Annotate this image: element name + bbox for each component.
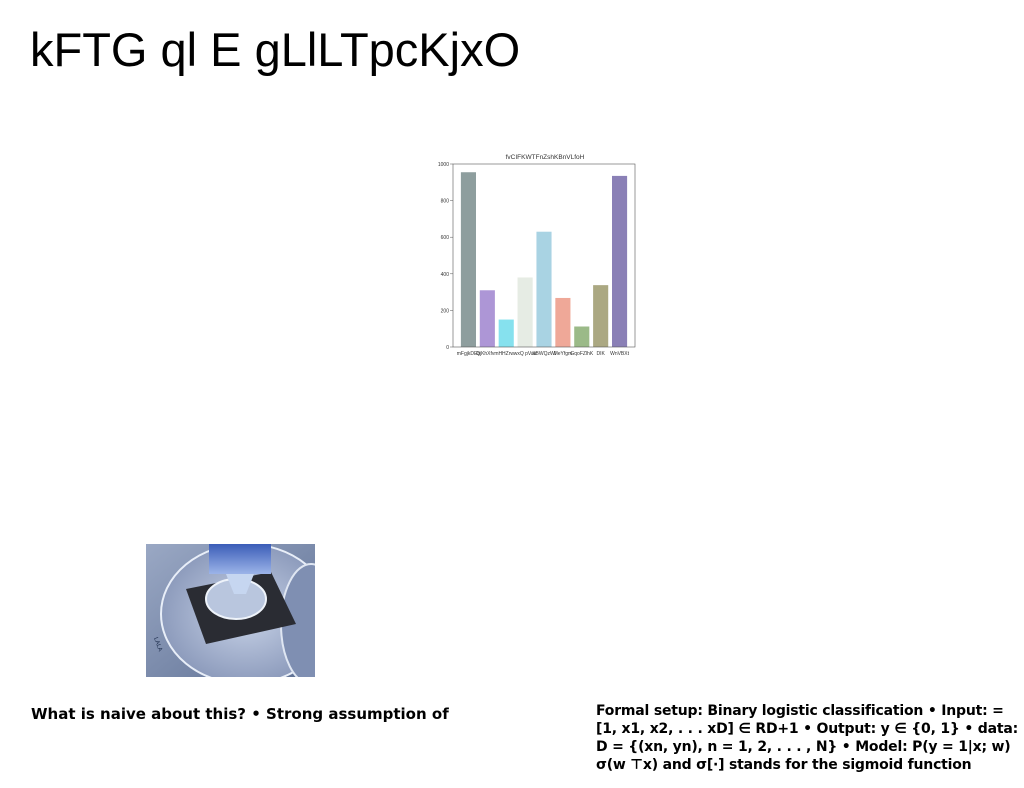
- bar-5: [555, 297, 571, 347]
- x-tick-label: mFgjkDEb: [457, 351, 481, 357]
- formal-setup-text: Formal setup: Binary logistic classifica…: [596, 703, 1019, 773]
- slide-title: kFTG ql E gLlLTpcKjxO: [30, 23, 521, 76]
- bar-0: [460, 172, 476, 347]
- x-tick-label: MeYfgm: [554, 351, 573, 357]
- y-tick-label: 0: [446, 345, 449, 351]
- y-tick-label: 600: [441, 235, 450, 241]
- chart-title: fvCIFKWTFnZshKBnVLfoH: [506, 154, 585, 161]
- x-tick-label: WnVBXt: [610, 351, 630, 357]
- svg-text:LALA: LALA: [152, 637, 163, 653]
- bar-4: [536, 231, 552, 347]
- x-tick-label: wxQ pVaa: [514, 351, 537, 357]
- bar-chart: fvCIFKWTFnZshKBnVLfoH 02004006008001000 …: [438, 154, 636, 357]
- x-tick-label: QjKhXfvm: [476, 351, 499, 357]
- bars: [460, 172, 628, 347]
- y-tick-label: 800: [441, 199, 450, 205]
- y-tick-label: 1000: [438, 162, 449, 168]
- x-tick-label: GqoFZlhK: [570, 351, 593, 357]
- bar-7: [593, 285, 609, 347]
- glass-image: LALA: [146, 544, 315, 677]
- plot-frame: [452, 163, 636, 348]
- y-tick-label: 400: [441, 272, 450, 278]
- bar-1: [479, 290, 495, 347]
- bar-8: [612, 175, 628, 347]
- x-tick-label: XBWQzWl: [532, 351, 556, 357]
- x-tick-label: DIK: [596, 351, 605, 357]
- bar-2: [498, 319, 514, 347]
- x-tick-label: HHZrw: [498, 351, 514, 357]
- naive-question-text: What is naive about this? • Strong assum…: [31, 705, 449, 723]
- photo-glass-on-coaster: LALA: [146, 544, 315, 677]
- y-axis: 0 200 400 600 800 1000: [438, 162, 453, 351]
- bar-3: [517, 277, 533, 347]
- y-tick-label: 200: [441, 308, 450, 314]
- bar-6: [574, 326, 590, 347]
